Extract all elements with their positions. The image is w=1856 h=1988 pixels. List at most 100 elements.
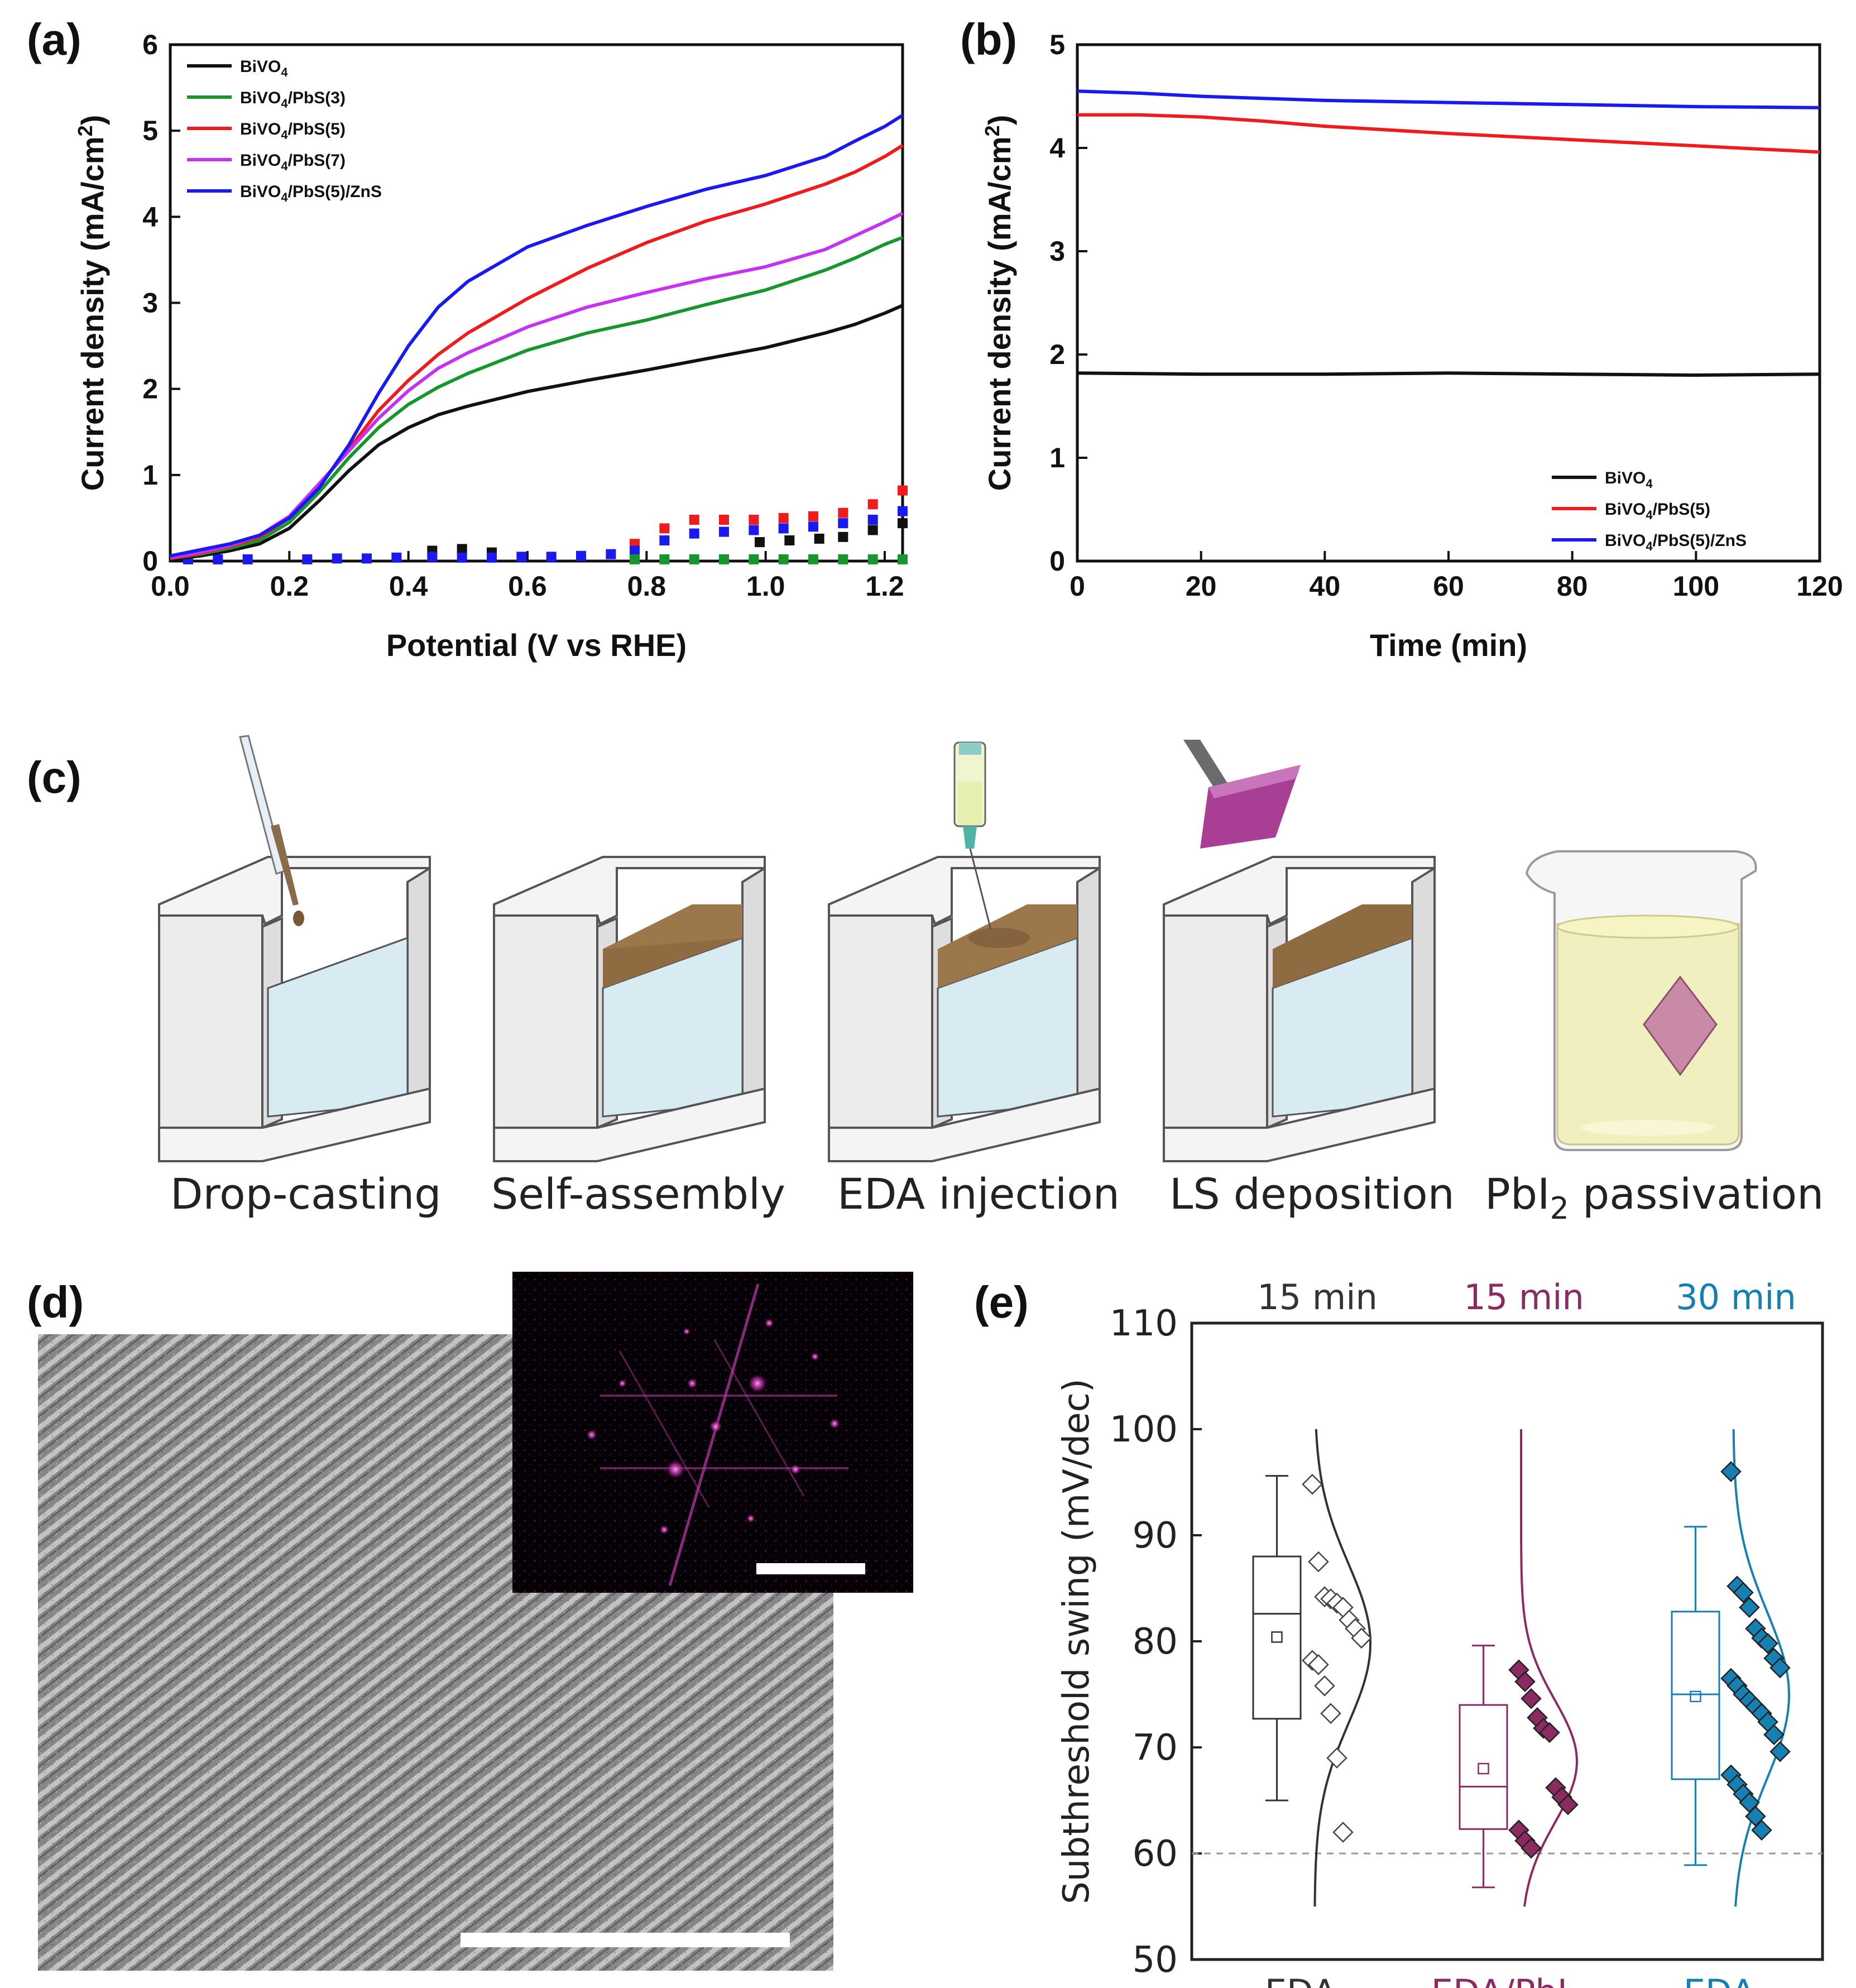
y-tick-label: 50 bbox=[1133, 1939, 1178, 1981]
step-label-ls-deposition: LS deposition bbox=[1169, 1169, 1455, 1219]
dark-current-marker bbox=[606, 549, 616, 559]
dark-current-marker bbox=[838, 554, 848, 564]
beaker-pbi2-passivation bbox=[1525, 850, 1757, 1151]
dark-current-marker bbox=[838, 531, 848, 542]
dark-current-marker bbox=[659, 535, 670, 545]
data-point bbox=[1757, 1633, 1778, 1654]
legend-entry: BiVO4 bbox=[240, 58, 288, 79]
dark-current-marker bbox=[659, 523, 670, 534]
y-axis-title: Subthreshold swing (mV/dec) bbox=[1056, 1378, 1097, 1904]
box-iqr bbox=[1671, 1611, 1720, 1780]
dark-current-marker bbox=[814, 533, 824, 544]
dark-current-marker bbox=[719, 526, 729, 537]
dark-current-marker bbox=[457, 552, 467, 563]
y-tick-label: 110 bbox=[1110, 1303, 1178, 1344]
dark-current-marker bbox=[719, 554, 729, 564]
data-point bbox=[1314, 1675, 1335, 1697]
series-line-purple bbox=[170, 212, 904, 559]
series-line-green bbox=[170, 236, 904, 561]
dark-current-marker bbox=[659, 554, 670, 564]
tem-image bbox=[38, 1272, 913, 1971]
dark-current-marker bbox=[808, 521, 818, 532]
tem-scale-bar bbox=[461, 1933, 790, 1947]
dark-current-marker bbox=[689, 528, 699, 539]
y-axis-title: Current density (mA/cm2) bbox=[74, 115, 110, 491]
box-mean bbox=[1271, 1631, 1283, 1643]
dark-current-marker bbox=[630, 545, 640, 556]
x-tick-label: 0.0 bbox=[151, 571, 190, 602]
chart-b-stability: 0 20 40 60 80 100 120 0 1 2 3 4 5 Time (min) Current d… bbox=[981, 29, 1843, 663]
x-axis-title: Time (min) bbox=[1370, 627, 1527, 663]
data-point bbox=[1521, 1837, 1542, 1859]
x-tick-label: 20 bbox=[1186, 571, 1217, 602]
legend-entry: BiVO4/PbS(5)/ZnS bbox=[240, 183, 382, 204]
panel-label-b: (b) bbox=[960, 15, 1017, 64]
trough-self-assembly bbox=[493, 856, 766, 1162]
dark-current-marker bbox=[427, 552, 438, 562]
panel-label-d: (d) bbox=[27, 1277, 84, 1327]
dark-current-marker bbox=[362, 553, 372, 564]
y-tick-label: 4 bbox=[1049, 132, 1065, 164]
dark-current-marker bbox=[838, 507, 848, 518]
dark-current-marker bbox=[689, 515, 699, 525]
x-axis-title: Potential (V vs RHE) bbox=[386, 627, 687, 663]
y-tick-label: 2 bbox=[142, 373, 158, 405]
distribution-curve bbox=[1313, 1429, 1372, 1907]
panel-label-c: (c) bbox=[27, 753, 81, 802]
dark-current-marker bbox=[867, 499, 878, 510]
dark-current-marker bbox=[838, 518, 848, 529]
series-line-red bbox=[170, 143, 904, 561]
series-line-red bbox=[1077, 113, 1820, 154]
legend-entry: BiVO4/PbS(7) bbox=[240, 151, 346, 173]
y-tick-label: 6 bbox=[142, 29, 158, 60]
dark-current-marker bbox=[867, 554, 878, 564]
data-point bbox=[1326, 1747, 1347, 1769]
dark-current-marker bbox=[213, 554, 223, 564]
x-tick-label: 0 bbox=[1070, 571, 1085, 602]
step-label-self-assembly: Self-assembly bbox=[491, 1169, 785, 1219]
panel-label-e: (e) bbox=[974, 1277, 1029, 1327]
dark-current-marker bbox=[487, 552, 497, 563]
dark-current-marker bbox=[898, 485, 908, 496]
legend-entry: BiVO4/PbS(5) bbox=[240, 120, 346, 142]
trough-drop-casting bbox=[158, 735, 431, 1162]
data-point bbox=[1751, 1819, 1772, 1841]
fft-inset bbox=[512, 1272, 913, 1593]
dark-current-marker bbox=[242, 554, 253, 564]
y-tick-label: 70 bbox=[1133, 1727, 1178, 1769]
series-line-black bbox=[170, 304, 904, 561]
dark-current-marker bbox=[808, 554, 818, 564]
box-iqr bbox=[1459, 1704, 1508, 1830]
dark-current-marker bbox=[749, 515, 759, 525]
dark-current-marker bbox=[302, 554, 313, 564]
series-line-blue bbox=[1077, 89, 1820, 109]
dark-current-marker bbox=[808, 511, 818, 521]
plot-frame bbox=[1076, 43, 1821, 563]
panel-label-a: (a) bbox=[27, 15, 81, 64]
dark-current-marker bbox=[749, 525, 759, 535]
dark-current-marker bbox=[546, 552, 557, 562]
dark-current-marker bbox=[898, 554, 908, 564]
dark-current-marker bbox=[778, 523, 789, 534]
y-tick-label: 3 bbox=[1049, 236, 1065, 267]
trough-ls-deposition bbox=[1163, 740, 1436, 1162]
data-point bbox=[1739, 1597, 1760, 1618]
group-label: EDA/PbI2 bbox=[1431, 1972, 1583, 1988]
dark-current-marker bbox=[576, 550, 586, 561]
dark-current-marker bbox=[898, 506, 908, 516]
y-tick-label: 0 bbox=[142, 545, 158, 577]
dark-current-marker bbox=[784, 535, 795, 545]
box-mean bbox=[1690, 1690, 1701, 1703]
fft-spots bbox=[586, 1318, 840, 1535]
data-point bbox=[1539, 1722, 1560, 1743]
dark-current-marker bbox=[457, 544, 467, 554]
dark-current-marker bbox=[867, 515, 878, 525]
data-point bbox=[1557, 1794, 1579, 1815]
y-tick-label: 3 bbox=[142, 288, 158, 319]
y-tick-label: 0 bbox=[1049, 545, 1065, 577]
dark-current-marker bbox=[332, 553, 342, 564]
data-point bbox=[1720, 1461, 1742, 1482]
chart-a-jv-curves: 0.0 0.2 0.4 0.6 0.8 1.0 1.2 0 1 2 3 4 5 6 Potential (V… bbox=[74, 29, 908, 663]
y-axis-title: Current density (mA/cm2) bbox=[981, 115, 1017, 491]
